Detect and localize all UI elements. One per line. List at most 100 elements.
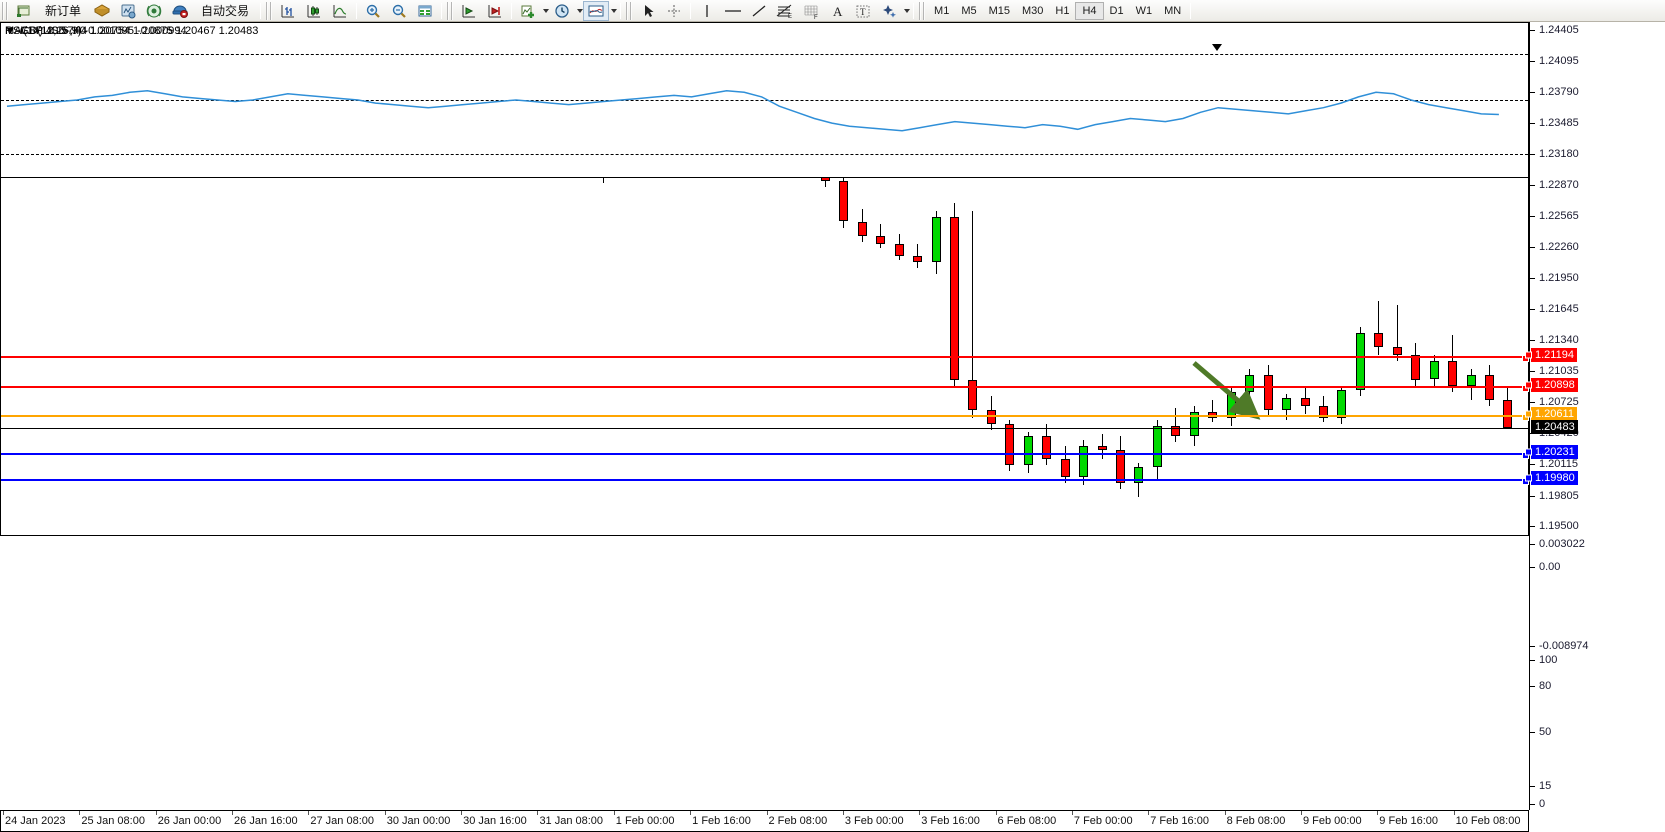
new-order-icon[interactable] <box>11 1 37 21</box>
timeframe-d1[interactable]: D1 <box>1109 4 1124 17</box>
candle-body <box>1171 426 1181 437</box>
objects-icon[interactable] <box>876 1 902 21</box>
tile-windows-icon[interactable] <box>412 1 438 21</box>
toolbar-grip-4[interactable] <box>626 1 634 20</box>
text-icon[interactable]: A <box>824 1 850 21</box>
price-label-pivot[interactable]: 1.20611 <box>1525 406 1577 421</box>
fibonacci-icon[interactable]: E <box>772 1 798 21</box>
templates-dropdown-caret[interactable] <box>611 8 618 13</box>
shift-end-icon[interactable] <box>482 1 508 21</box>
price-tick-label: 1.21035 <box>1539 364 1579 377</box>
price-label-support-2[interactable]: 1.19980 <box>1525 470 1578 485</box>
time-tick-label: 6 Feb 08:00 <box>997 815 1057 827</box>
crosshair-icon[interactable] <box>661 1 687 21</box>
text-label-icon[interactable]: T <box>850 1 876 21</box>
price-label-resistance-2[interactable]: 1.20898 <box>1525 377 1578 392</box>
line-chart-icon[interactable] <box>327 1 353 21</box>
templates-icon[interactable] <box>583 0 610 21</box>
market-watch-icon[interactable] <box>115 1 141 21</box>
rsi-level-50 <box>1 100 1528 101</box>
trendline-icon[interactable] <box>746 1 772 21</box>
indicator-dropdown-caret[interactable] <box>543 8 550 13</box>
time-tick <box>766 811 768 815</box>
candle <box>1060 446 1070 483</box>
autotrading-icon[interactable] <box>167 1 193 21</box>
shift-start-icon[interactable] <box>456 1 482 21</box>
price-scale[interactable]: 1.24405 1.24095 1.23790 1.23485 1.23180 1.228… <box>1525 22 1665 810</box>
timeframe-m1[interactable]: M1 <box>934 4 950 17</box>
autotrading-button[interactable]: 自动交易 <box>193 1 257 21</box>
candle <box>968 211 978 418</box>
price-label-knob[interactable] <box>1525 448 1532 456</box>
rsi-pane[interactable]: RSI(14) 40.5740 <box>0 22 1529 178</box>
price-line-5[interactable] <box>1 477 1529 485</box>
objects-dropdown-caret[interactable] <box>904 8 911 13</box>
cursor-icon[interactable] <box>635 1 661 21</box>
zoom-out-icon[interactable] <box>386 1 412 21</box>
timeframe-m30[interactable]: M30 <box>1022 4 1044 17</box>
timeframe-h1[interactable]: H1 <box>1055 4 1070 17</box>
time-tick <box>3 811 4 815</box>
bar-chart-icon[interactable] <box>275 1 301 21</box>
zoom-in-icon[interactable] <box>360 1 386 21</box>
price-tick-label: 1.23485 <box>1539 116 1579 129</box>
toolbar-grip[interactable] <box>2 1 9 20</box>
price-line-3[interactable] <box>1 427 1528 429</box>
candle-body <box>931 217 941 263</box>
toolbar-grip-3[interactable] <box>447 1 455 20</box>
timeframe-h4[interactable]: H4 <box>1075 1 1104 20</box>
toolbar-divider-5 <box>620 2 622 19</box>
price-label-support-1[interactable]: 1.20231 <box>1525 445 1578 460</box>
time-tick-label: 27 Jan 08:00 <box>310 815 375 827</box>
price-label-knob[interactable] <box>1525 351 1532 359</box>
price-label-resistance-1[interactable]: 1.21194 <box>1525 347 1577 362</box>
axis-tick <box>1530 567 1535 569</box>
price-line-1[interactable] <box>1 384 1529 392</box>
candle-wick <box>1396 304 1398 362</box>
expert-advisor-icon[interactable] <box>89 1 115 21</box>
price-tick-label: 1.23180 <box>1539 147 1579 160</box>
candle-body <box>894 243 904 256</box>
chart-area[interactable]: ▼ GBPUSD-,H4 1.20754 1.20875 1.20467 1.20… <box>0 22 1665 832</box>
price-line-4[interactable] <box>1 452 1529 460</box>
svg-text:E: E <box>788 14 792 19</box>
price-tick <box>1530 309 1535 311</box>
candle-body <box>857 221 867 236</box>
time-tick-label: 9 Feb 00:00 <box>1302 815 1362 827</box>
time-tick-label: 9 Feb 16:00 <box>1379 815 1439 827</box>
candle-body <box>1466 375 1476 386</box>
price-line-2[interactable] <box>1 413 1529 421</box>
price-tick <box>1530 495 1535 497</box>
toolbar-grip-2[interactable] <box>266 1 274 20</box>
candle-body <box>876 235 886 244</box>
timeframe-m5[interactable]: M5 <box>961 4 977 17</box>
timeframe-w1[interactable]: W1 <box>1135 4 1153 17</box>
candle-wick <box>1175 407 1177 443</box>
horizontal-line-icon[interactable] <box>720 1 746 21</box>
candle <box>1116 436 1125 489</box>
toolbar-grip-5[interactable] <box>919 1 927 20</box>
add-indicator-icon[interactable] <box>515 1 541 21</box>
price-label-knob[interactable] <box>1525 381 1532 389</box>
price-tick <box>1530 185 1535 187</box>
price-label-knob[interactable] <box>1525 410 1532 418</box>
vertical-line-icon[interactable] <box>694 1 720 21</box>
signals-icon[interactable] <box>141 1 167 21</box>
price-line-0[interactable] <box>1 354 1529 362</box>
price-tick-label: 1.22565 <box>1539 209 1579 222</box>
time-scale[interactable]: 24 Jan 2023 25 Jan 08:00 26 Jan 00:00 26 Ja… <box>0 810 1529 832</box>
new-order-button[interactable]: 新订单 <box>37 1 89 21</box>
candle-body <box>1300 397 1310 406</box>
price-label-current-price[interactable]: 1.20483 <box>1531 419 1578 434</box>
price-label-knob[interactable] <box>1525 474 1532 482</box>
candle <box>1263 365 1273 416</box>
fibo-grid-icon[interactable]: F <box>798 1 824 21</box>
candle <box>1374 300 1384 356</box>
period-dropdown-caret[interactable] <box>577 8 584 13</box>
candle-body <box>1152 426 1162 467</box>
candlestick-chart-icon[interactable] <box>301 1 327 21</box>
timeframe-m15[interactable]: M15 <box>988 4 1010 17</box>
timeframe-mn[interactable]: MN <box>1164 4 1182 17</box>
candle-body <box>949 217 959 380</box>
period-clock-icon[interactable] <box>549 1 575 21</box>
